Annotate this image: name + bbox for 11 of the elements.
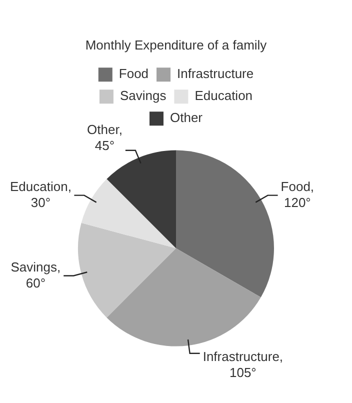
data-label: Food, 120°	[280, 178, 314, 210]
data-label: Other, 45°	[87, 122, 122, 153]
data-label: Savings, 60°	[10, 259, 61, 290]
data-label: Infrastructure, 105°	[202, 348, 284, 380]
data-label: Education, 30°	[10, 178, 72, 210]
legend-label: Other	[170, 110, 204, 126]
legend-label: Food	[118, 66, 149, 82]
chart-title: Monthly Expenditure of a family	[85, 37, 268, 52]
legend-label: Savings	[120, 88, 167, 104]
legend-label: Infrastructure	[177, 66, 254, 82]
legend-label: Education	[194, 88, 253, 104]
